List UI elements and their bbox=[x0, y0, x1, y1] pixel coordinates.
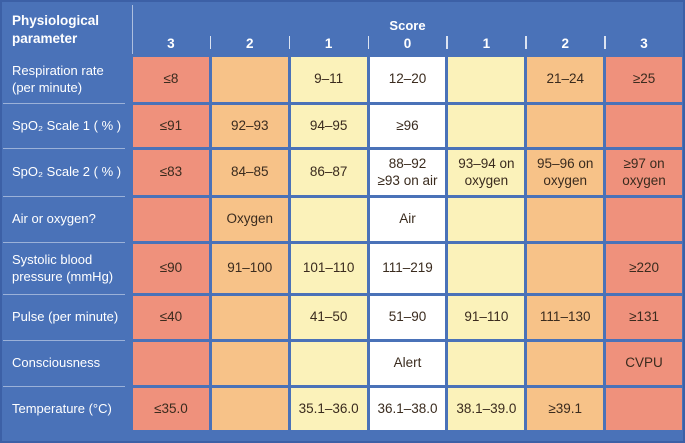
table-body: Respiration rate (per minute) ≤8 9–11 12–20… bbox=[2, 57, 683, 441]
score-cell bbox=[527, 342, 604, 385]
score-value-3-right: 3 bbox=[604, 36, 682, 52]
score-value-3-left: 3 bbox=[167, 36, 175, 51]
row-label: Pulse (per minute) bbox=[3, 294, 130, 339]
score-cell: 9–11 bbox=[290, 57, 367, 102]
score-cell: 41–50 bbox=[290, 296, 367, 339]
row-label: Respiration rate (per minute) bbox=[3, 57, 130, 102]
score-value-1-right: 1 bbox=[446, 36, 524, 52]
score-cell: 84–85 bbox=[211, 150, 288, 195]
score-cell: ≤83 bbox=[133, 150, 209, 195]
score-cell bbox=[527, 198, 604, 241]
score-cell bbox=[290, 198, 367, 241]
score-title: Score bbox=[389, 18, 426, 33]
score-cell: ≥39.1 bbox=[527, 388, 604, 430]
score-values-row: 3 2 1 0 1 2 3 bbox=[133, 36, 682, 52]
score-cell: 94–95 bbox=[290, 105, 367, 147]
score-cell: ≤90 bbox=[133, 244, 209, 293]
score-cell: 111–219 bbox=[369, 244, 446, 293]
score-cell bbox=[448, 198, 525, 241]
score-value-2-left: 2 bbox=[209, 36, 288, 52]
score-cell: ≤8 bbox=[133, 57, 209, 102]
score-cell: 111–130 bbox=[527, 296, 604, 339]
score-cell: 36.1–38.0 bbox=[369, 388, 446, 430]
score-cell bbox=[606, 388, 682, 430]
score-cell: Air bbox=[369, 198, 446, 241]
score-cell: ≥25 bbox=[606, 57, 682, 102]
score-cell: 21–24 bbox=[527, 57, 604, 102]
score-cell: 35.1–36.0 bbox=[290, 388, 367, 430]
score-cell bbox=[448, 342, 525, 385]
score-header-area: Score 3 2 1 0 1 2 3 bbox=[133, 2, 682, 57]
score-cell bbox=[448, 105, 525, 147]
score-cell: CVPU bbox=[606, 342, 682, 385]
row-label: Consciousness bbox=[3, 340, 130, 385]
score-cell: Oxygen bbox=[211, 198, 288, 241]
score-cell: ≥131 bbox=[606, 296, 682, 339]
score-cell: 88–92 ≥93 on air bbox=[369, 150, 446, 195]
parameter-column-header: Physiological parameter bbox=[3, 2, 133, 57]
score-cell: 91–100 bbox=[211, 244, 288, 293]
score-cell: ≥97 on oxygen bbox=[606, 150, 682, 195]
score-cell bbox=[448, 57, 525, 102]
table-header: Physiological parameter Score 3 2 1 0 1 … bbox=[2, 2, 683, 57]
score-cell: 51–90 bbox=[369, 296, 446, 339]
score-cell bbox=[133, 198, 209, 241]
score-value-2-right: 2 bbox=[525, 36, 603, 52]
score-cell: ≥220 bbox=[606, 244, 682, 293]
row-label: Air or oxygen? bbox=[3, 196, 130, 241]
score-cell: 12–20 bbox=[369, 57, 446, 102]
score-cell: ≤40 bbox=[133, 296, 209, 339]
score-cell: ≤91 bbox=[133, 105, 209, 147]
row-label: SpO₂ Scale 2 ( % ) bbox=[3, 148, 130, 195]
row-label: SpO₂ Scale 1 ( % ) bbox=[3, 103, 130, 147]
score-cell bbox=[606, 198, 682, 241]
score-value-1-left: 1 bbox=[288, 36, 367, 52]
score-cell bbox=[448, 244, 525, 293]
score-cell: ≤35.0 bbox=[133, 388, 209, 430]
score-cell: 86–87 bbox=[290, 150, 367, 195]
score-cell: ≥96 bbox=[369, 105, 446, 147]
score-cell: 93–94 on oxygen bbox=[448, 150, 525, 195]
row-label: Temperature (°C) bbox=[3, 386, 130, 430]
score-cell bbox=[527, 244, 604, 293]
score-cell bbox=[527, 105, 604, 147]
score-cell bbox=[211, 388, 288, 430]
score-cell: 92–93 bbox=[211, 105, 288, 147]
score-cell bbox=[133, 342, 209, 385]
score-cell: Alert bbox=[369, 342, 446, 385]
score-cell: 95–96 on oxygen bbox=[527, 150, 604, 195]
row-label: Systolic blood pressure (mmHg) bbox=[3, 242, 130, 293]
score-cell: 38.1–39.0 bbox=[448, 388, 525, 430]
score-cell: 91–110 bbox=[448, 296, 525, 339]
score-cell: 101–110 bbox=[290, 244, 367, 293]
score-value-0: 0 bbox=[367, 36, 446, 52]
score-cell bbox=[211, 342, 288, 385]
score-cell bbox=[211, 57, 288, 102]
score-cell bbox=[211, 296, 288, 339]
score-cell bbox=[606, 105, 682, 147]
score-cell bbox=[290, 342, 367, 385]
